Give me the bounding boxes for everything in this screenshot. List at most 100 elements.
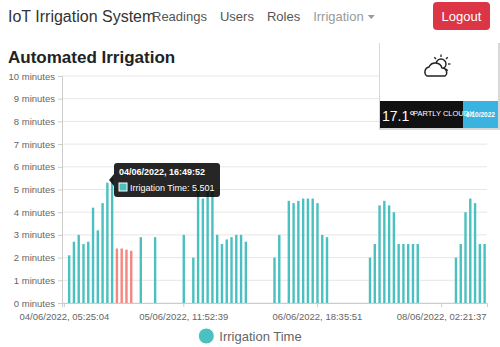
- nav-link[interactable]: Roles: [267, 9, 301, 24]
- bar[interactable]: [120, 249, 122, 303]
- bar[interactable]: [388, 205, 390, 303]
- bar[interactable]: [479, 244, 481, 303]
- bar[interactable]: [426, 303, 428, 304]
- bar[interactable]: [230, 237, 232, 303]
- bar[interactable]: [460, 244, 462, 303]
- bar[interactable]: [421, 303, 423, 304]
- bar[interactable]: [178, 303, 180, 304]
- bar[interactable]: [450, 303, 452, 304]
- bar[interactable]: [335, 303, 337, 304]
- nav-link[interactable]: Users: [220, 9, 254, 24]
- dropdown-caret[interactable]: [368, 15, 375, 19]
- bar[interactable]: [130, 251, 132, 303]
- bar[interactable]: [159, 303, 161, 304]
- bar[interactable]: [455, 258, 457, 303]
- bar[interactable]: [254, 303, 256, 304]
- bar[interactable]: [144, 303, 146, 304]
- bar[interactable]: [273, 258, 275, 303]
- bar[interactable]: [82, 244, 84, 303]
- bar[interactable]: [417, 244, 419, 303]
- bar[interactable]: [474, 203, 476, 303]
- bar[interactable]: [163, 303, 165, 304]
- bar[interactable]: [302, 199, 304, 303]
- widget-bg: [380, 42, 498, 128]
- bar[interactable]: [211, 185, 213, 303]
- bar[interactable]: [240, 235, 242, 303]
- bar[interactable]: [350, 303, 352, 304]
- bar[interactable]: [312, 199, 314, 303]
- bar[interactable]: [440, 303, 442, 304]
- bar[interactable]: [226, 239, 228, 303]
- bar[interactable]: [340, 303, 342, 304]
- bar[interactable]: [345, 303, 347, 304]
- bar[interactable]: [469, 199, 471, 303]
- bar[interactable]: [292, 203, 294, 303]
- bar[interactable]: [68, 255, 70, 303]
- bar[interactable]: [63, 303, 65, 304]
- bar[interactable]: [78, 235, 80, 303]
- bar[interactable]: [92, 208, 94, 303]
- bar[interactable]: [97, 230, 99, 303]
- bar[interactable]: [221, 244, 223, 303]
- bar[interactable]: [149, 303, 151, 304]
- bar[interactable]: [278, 235, 280, 303]
- bar[interactable]: [87, 242, 89, 303]
- bar[interactable]: [235, 235, 237, 303]
- nav-dropdown[interactable]: Irrigation: [313, 9, 364, 24]
- nav-link[interactable]: Readings: [152, 9, 207, 24]
- bar[interactable]: [264, 303, 266, 304]
- bar[interactable]: [168, 303, 170, 304]
- bar[interactable]: [359, 303, 361, 304]
- bar[interactable]: [206, 190, 208, 304]
- bar[interactable]: [111, 178, 113, 303]
- bar[interactable]: [216, 235, 218, 303]
- bar[interactable]: [269, 303, 271, 304]
- bar[interactable]: [307, 199, 309, 303]
- bar[interactable]: [245, 242, 247, 303]
- bar[interactable]: [483, 244, 485, 303]
- bar[interactable]: [464, 212, 466, 303]
- bar[interactable]: [412, 244, 414, 303]
- bar[interactable]: [288, 201, 290, 303]
- bar[interactable]: [249, 303, 251, 304]
- bar[interactable]: [106, 183, 108, 303]
- bar[interactable]: [135, 303, 137, 304]
- bar[interactable]: [431, 303, 433, 304]
- bar[interactable]: [393, 212, 395, 303]
- bar[interactable]: [202, 199, 204, 303]
- bar[interactable]: [140, 237, 142, 303]
- bar[interactable]: [101, 203, 103, 303]
- bar[interactable]: [364, 303, 366, 304]
- y-tick-mark: [58, 121, 62, 122]
- bar[interactable]: [383, 201, 385, 303]
- bar[interactable]: [402, 244, 404, 303]
- bar[interactable]: [326, 237, 328, 303]
- bar[interactable]: [374, 244, 376, 303]
- bar[interactable]: [125, 250, 127, 303]
- bar[interactable]: [436, 303, 438, 304]
- bar[interactable]: [197, 185, 199, 303]
- bar[interactable]: [173, 303, 175, 304]
- bar[interactable]: [73, 242, 75, 303]
- bar[interactable]: [283, 303, 285, 304]
- bar[interactable]: [378, 205, 380, 303]
- brand[interactable]: IoT Irrigation System: [8, 8, 155, 25]
- logout-label[interactable]: Logout: [442, 9, 482, 24]
- bar[interactable]: [407, 244, 409, 303]
- bar[interactable]: [316, 203, 318, 303]
- bar[interactable]: [397, 244, 399, 303]
- bar[interactable]: [445, 303, 447, 304]
- bar[interactable]: [183, 235, 185, 303]
- bar[interactable]: [297, 201, 299, 303]
- bar[interactable]: [116, 249, 118, 303]
- grid: [62, 76, 487, 303]
- logout-button[interactable]: [433, 2, 490, 30]
- bar[interactable]: [154, 237, 156, 303]
- bar[interactable]: [192, 258, 194, 303]
- bar[interactable]: [354, 303, 356, 304]
- bar[interactable]: [259, 303, 261, 304]
- bar[interactable]: [321, 235, 323, 303]
- bar[interactable]: [331, 303, 333, 304]
- bar[interactable]: [369, 258, 371, 303]
- bar[interactable]: [187, 303, 189, 304]
